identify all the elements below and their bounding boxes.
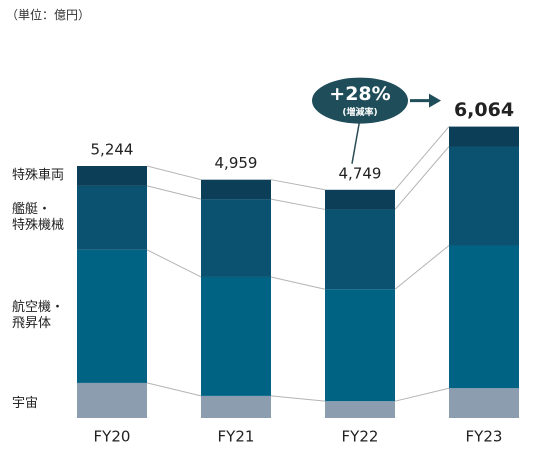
annotation-pointer (351, 118, 361, 164)
connector (146, 165, 202, 181)
annotation-arrowhead (429, 93, 441, 108)
connector (146, 185, 202, 200)
connector (270, 276, 326, 290)
connector (394, 245, 450, 290)
bar-segment (201, 276, 271, 396)
connector (270, 395, 326, 402)
bar-segment (201, 179, 271, 200)
bar-segment (201, 395, 271, 418)
bar-segment (77, 382, 147, 418)
annotation-sub: (増減率) (342, 106, 377, 118)
annotation-bubble (312, 77, 408, 124)
legend-label: 宇宙 (12, 396, 39, 412)
connector (394, 387, 450, 402)
bar-segment (325, 401, 395, 418)
bar-segment (201, 199, 271, 277)
bar-segment (449, 388, 519, 418)
total-label: 5,244 (91, 141, 134, 159)
x-tick-label: FY20 (94, 428, 131, 446)
bar-segment (325, 289, 395, 402)
bar-segment (449, 245, 519, 389)
bar-segment (325, 209, 395, 290)
connector (146, 382, 202, 397)
legend-label: 航空機・ 飛昇体 (12, 300, 65, 332)
bar-segment (449, 126, 519, 147)
connector (394, 126, 450, 191)
bar-segment (77, 166, 147, 186)
x-tick-label: FY23 (466, 428, 503, 446)
bar-segment (449, 146, 519, 246)
legend-label: 艦艇・ 特殊機械 (12, 201, 65, 233)
x-tick-label: FY22 (342, 428, 379, 446)
legend-label: 特殊車両 (12, 167, 65, 183)
bar-segment (77, 185, 147, 250)
total-label: 4,959 (215, 154, 258, 172)
total-label: 4,749 (339, 164, 382, 182)
bar-segment (325, 189, 395, 210)
bar-segment (77, 249, 147, 383)
annotation-value: +28% (329, 83, 390, 105)
unit-label: （単位：億円） (6, 8, 91, 22)
connector (270, 198, 326, 210)
x-tick-label: FY21 (218, 428, 255, 446)
connector (270, 179, 326, 191)
connector (394, 146, 450, 210)
total-label: 6,064 (454, 99, 514, 121)
connector (146, 249, 202, 278)
